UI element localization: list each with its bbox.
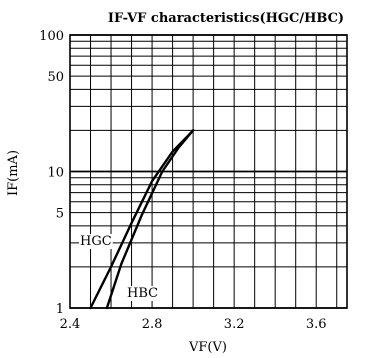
x-tick-label: 3.2 [224, 317, 245, 332]
plot-frame [69, 34, 348, 309]
grid [69, 34, 348, 309]
y-tick-label: 5 [56, 207, 64, 222]
series-label-background [79, 234, 113, 249]
x-tick-label: 2.4 [60, 317, 81, 332]
y-axis-label: IF(mA) [6, 150, 21, 196]
x-tick-label: 3.6 [306, 317, 327, 332]
series-label-hbc: HBC [127, 286, 158, 301]
series-line-hgc [89, 129, 195, 310]
series-label-background [126, 286, 160, 301]
series-label-hgc: HGC [80, 234, 112, 249]
y-tick-label: 50 [47, 70, 64, 85]
x-axis-label: VF(V) [188, 340, 227, 355]
x-tick-label: 2.8 [142, 317, 163, 332]
series-lines [89, 129, 195, 310]
chart-title: IF-VF characteristics(HGC/HBC) [108, 11, 344, 26]
y-tick-label: 10 [47, 166, 64, 181]
y-tick-label: 100 [39, 29, 64, 44]
series-line-hbc [105, 129, 195, 310]
tick-labels: 2.4 2.8 3.2 3.6 1 5 10 50 100 [39, 29, 326, 332]
y-tick-label: 1 [56, 302, 64, 317]
